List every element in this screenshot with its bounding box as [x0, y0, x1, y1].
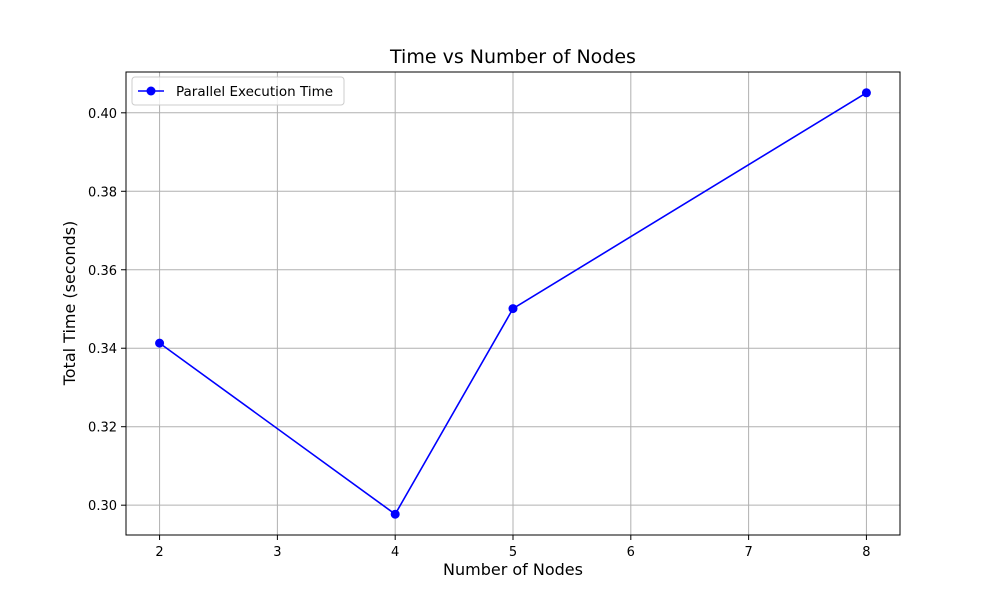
y-tick-label: 0.32 [88, 421, 117, 436]
legend-label: Parallel Execution Time [176, 84, 333, 100]
series-layer [155, 88, 871, 519]
x-tick-label: 3 [273, 545, 281, 560]
x-tick-label: 5 [509, 545, 517, 560]
y-tick-label: 0.30 [88, 499, 117, 514]
data-point [508, 304, 518, 314]
x-tick-label: 8 [862, 545, 870, 560]
y-axis-label: Total Time (seconds) [60, 221, 79, 387]
x-tick-label: 4 [391, 545, 399, 560]
legend-box [131, 76, 345, 106]
x-tick-label: 7 [744, 545, 752, 560]
grid [126, 72, 900, 535]
x-tick-label: 6 [627, 545, 635, 560]
chart-title: Time vs Number of Nodes [389, 46, 636, 68]
y-tick-label: 0.34 [88, 342, 117, 357]
legend: Parallel Execution Time [131, 76, 345, 106]
axis-ticks: 2 3 4 5 6 7 8 0.30 0.32 0.34 0.36 0.38 0.40 [88, 107, 871, 560]
y-tick-label: 0.36 [88, 264, 117, 279]
x-tick-label: 2 [155, 545, 163, 560]
y-tick-label: 0.38 [88, 185, 117, 200]
legend-point-marker [146, 86, 156, 96]
data-point [155, 338, 165, 348]
y-tick-label: 0.40 [88, 107, 117, 122]
x-axis-label: Number of Nodes [443, 560, 583, 579]
series-line [159, 92, 867, 516]
data-point [390, 509, 400, 519]
data-point [861, 88, 871, 98]
